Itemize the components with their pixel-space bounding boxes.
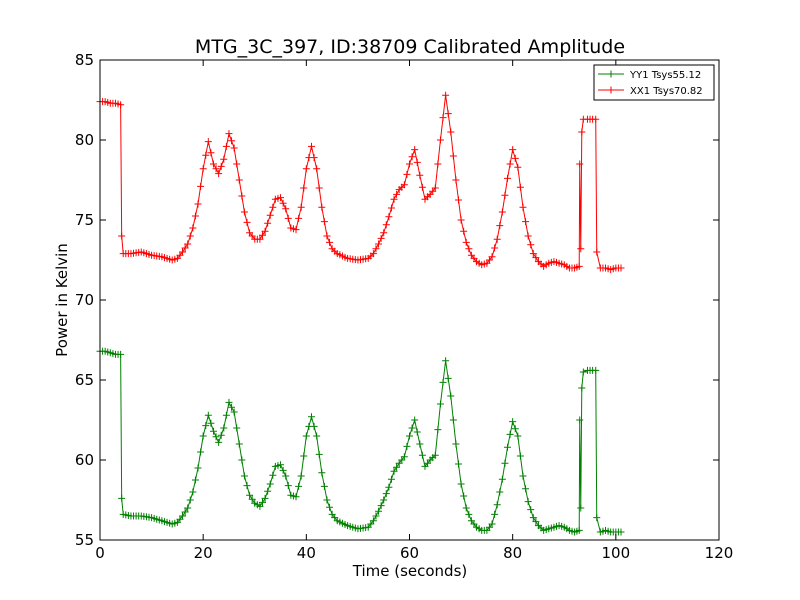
legend-box [593,64,715,101]
chart-title: MTG_3C_397, ID:38709 Calibrated Amplitud… [195,36,625,58]
x-tick-label: 60 [400,544,419,562]
y-tick-label: 85 [75,51,94,69]
x-tick-label: 0 [95,544,105,562]
plot-background [100,60,719,540]
y-tick-label: 65 [75,371,94,389]
y-tick-label: 70 [75,291,94,309]
y-tick-label: 60 [75,451,94,469]
legend-marker [607,70,615,78]
x-tick-label: 20 [194,544,213,562]
plot-area [100,60,719,540]
y-axis-label: Power in Kelvin [53,243,71,357]
y-tick-label: 75 [75,211,94,229]
y-tick-label: 55 [75,531,94,549]
y-axis: 55 60 65 70 75 80 85 [75,51,719,549]
legend-label: YY1 Tsys55.12 [629,70,701,81]
x-tick-label: 120 [705,544,734,562]
legend: YY1 Tsys55.12 XX1 Tsys70.82 [593,64,715,101]
x-tick-label: 80 [503,544,522,562]
x-axis: 0 20 40 60 80 100 120 [95,60,733,562]
legend-marker [607,86,615,94]
y-tick-label: 80 [75,131,94,149]
legend-label: XX1 Tsys70.82 [630,86,703,97]
x-tick-label: 100 [602,544,631,562]
x-axis-label: Time (seconds) [352,562,468,580]
x-tick-label: 40 [297,544,316,562]
